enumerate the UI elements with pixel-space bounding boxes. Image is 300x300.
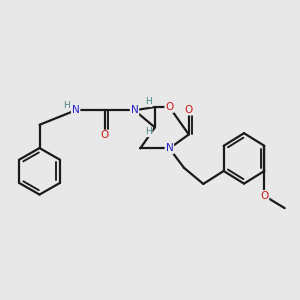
Text: O: O <box>184 105 193 115</box>
Text: H: H <box>145 98 152 106</box>
Text: N: N <box>72 105 80 115</box>
Text: H: H <box>145 128 152 136</box>
Text: O: O <box>100 130 109 140</box>
Text: O: O <box>260 191 269 201</box>
Text: O: O <box>165 102 173 112</box>
Text: H: H <box>63 101 69 110</box>
Text: N: N <box>166 143 173 153</box>
Text: N: N <box>130 105 138 115</box>
